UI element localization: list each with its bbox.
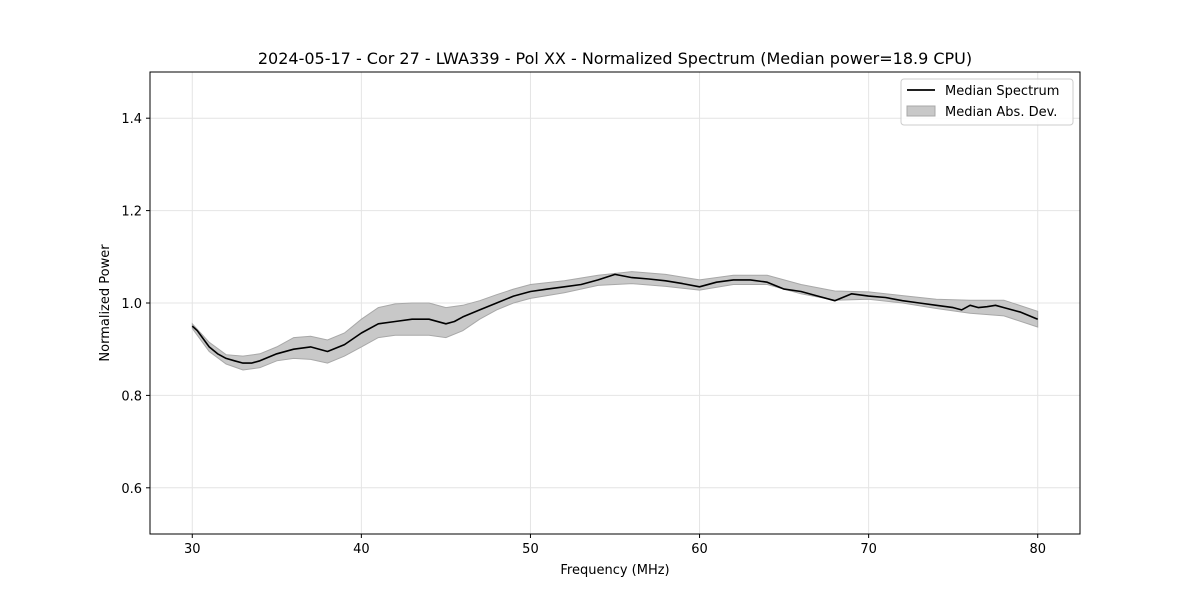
chart-title: 2024-05-17 - Cor 27 - LWA339 - Pol XX - … bbox=[258, 49, 972, 68]
legend-mad-swatch bbox=[906, 105, 936, 117]
legend-median-label: Median Spectrum bbox=[945, 84, 1059, 99]
y-tick-label: 1.0 bbox=[121, 297, 142, 312]
x-tick-label: 70 bbox=[860, 542, 877, 557]
median-spectrum-line bbox=[191, 273, 1039, 364]
x-tick-label: 40 bbox=[353, 542, 370, 557]
legend-box bbox=[900, 78, 1074, 126]
y-axis-label: Normalized Power bbox=[98, 244, 113, 362]
legend-mad-label: Median Abs. Dev. bbox=[945, 105, 1057, 120]
y-tick-label: 0.6 bbox=[121, 482, 142, 497]
y-tick-label: 0.8 bbox=[121, 389, 142, 404]
x-axis-label: Frequency (MHz) bbox=[560, 563, 669, 578]
x-tick-label: 60 bbox=[691, 542, 708, 557]
median-line-layer bbox=[191, 273, 1039, 364]
x-tick-label: 30 bbox=[184, 542, 201, 557]
x-tick-label: 50 bbox=[522, 542, 539, 557]
mad-band bbox=[191, 271, 1039, 371]
y-tick-label: 1.4 bbox=[121, 112, 142, 127]
y-tick-label: 1.2 bbox=[121, 205, 142, 220]
x-tick-label: 80 bbox=[1029, 542, 1046, 557]
legend: Median Spectrum Median Abs. Dev. bbox=[900, 78, 1074, 126]
axis-ticks: 30 40 50 60 70 80 0.6 0.8 1.0 1.2 1.4 bbox=[121, 112, 1046, 557]
mad-band-layer bbox=[191, 271, 1039, 371]
